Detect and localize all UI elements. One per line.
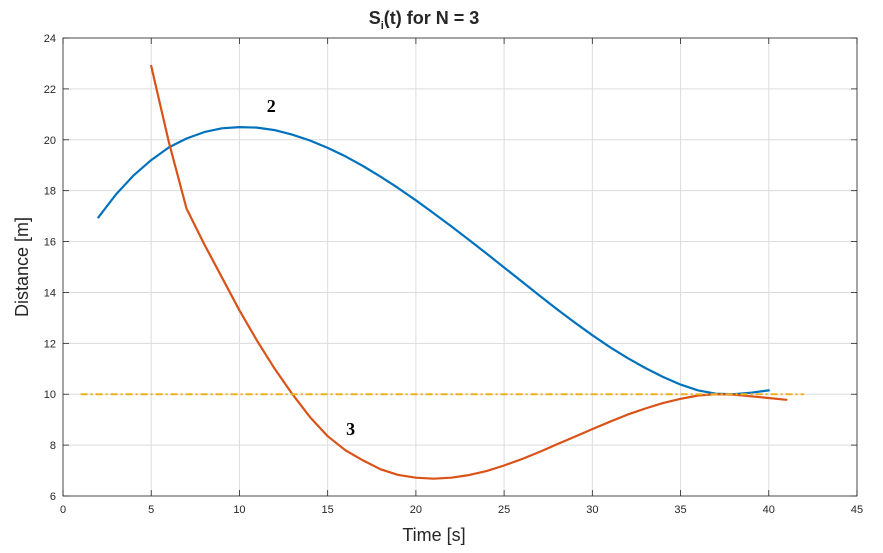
annotation-label: 2: [267, 96, 276, 116]
series-line-1: [97, 125, 770, 396]
x-tick-label: 45: [851, 504, 863, 516]
title-rest: (t) for N = 3: [384, 8, 480, 28]
y-tick-label: 16: [44, 237, 56, 249]
x-tick-label: 40: [763, 504, 775, 516]
x-tick-label: 5: [148, 504, 154, 516]
plot-background: [63, 38, 857, 496]
x-tick-label: 15: [322, 504, 334, 516]
y-tick-label: 12: [44, 338, 56, 350]
x-axis-label: Time [s]: [402, 525, 465, 545]
y-tick-label: 24: [44, 33, 56, 45]
y-tick-label: 22: [44, 84, 56, 96]
y-tick-label: 18: [44, 186, 56, 198]
x-tick-label: 0: [60, 504, 66, 516]
chart-title: Si(t) for N = 3: [369, 8, 480, 32]
x-tick-label: 35: [674, 504, 686, 516]
annotation-label: 3: [346, 419, 355, 439]
annotations: 23: [267, 96, 355, 439]
x-tick-label: 25: [498, 504, 510, 516]
series-line-2: [150, 64, 788, 480]
y-tick-label: 10: [44, 389, 56, 401]
y-tick-label: 14: [44, 287, 56, 299]
title-main: S: [369, 8, 381, 28]
series-group: [80, 64, 805, 480]
x-tick-label: 30: [586, 504, 598, 516]
x-tick-label: 10: [233, 504, 245, 516]
y-tick-label: 20: [44, 135, 56, 147]
title-subscript: i: [381, 20, 384, 32]
plot-frame: [62, 37, 858, 497]
axis-ticks: 0 5 10 15 20 25 30 35 40 45 6 8 10 12 14 16 18 20 22 24: [44, 33, 863, 516]
y-axis-label: Distance [m]: [12, 217, 32, 317]
y-tick-label: 8: [50, 440, 56, 452]
y-tick-label: 6: [50, 491, 56, 503]
x-tick-label: 20: [410, 504, 422, 516]
